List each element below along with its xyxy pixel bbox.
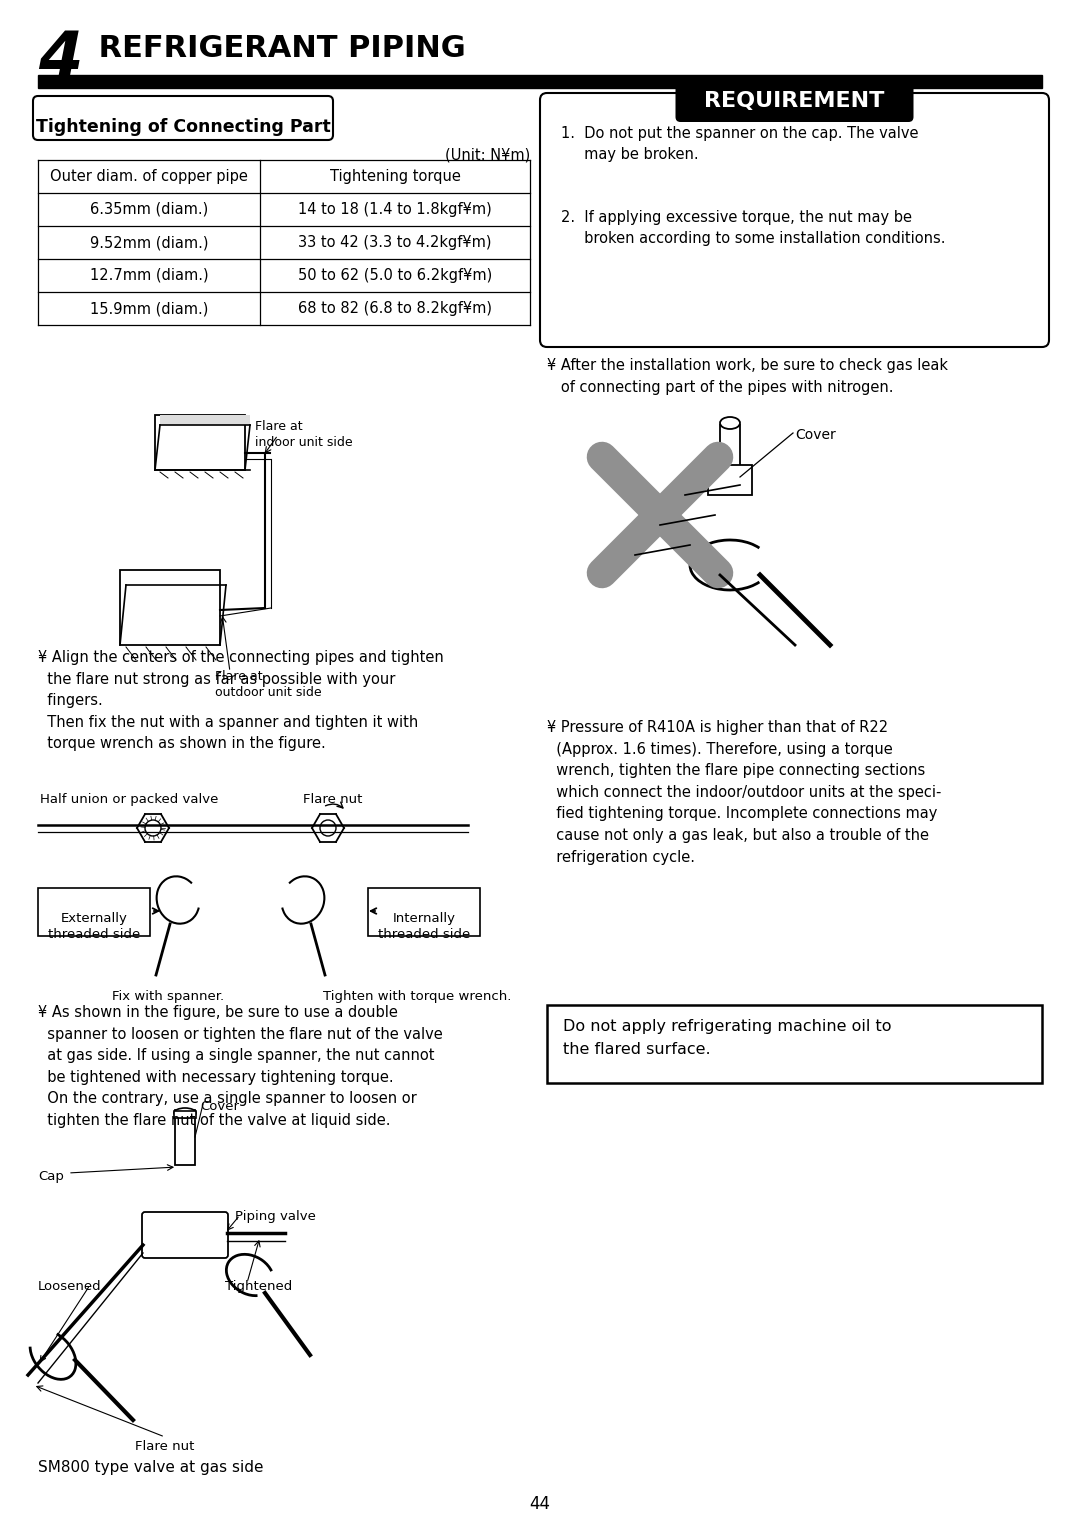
Text: 14 to 18 (1.4 to 1.8kgf¥m): 14 to 18 (1.4 to 1.8kgf¥m) — [298, 201, 491, 217]
Ellipse shape — [720, 416, 740, 429]
Bar — [38, 75, 1042, 88]
Text: Flare at
indoor unit side: Flare at indoor unit side — [255, 419, 353, 448]
Text: Piping valve: Piping valve — [235, 1209, 315, 1223]
Bar — [174, 1112, 195, 1118]
FancyBboxPatch shape — [33, 96, 333, 140]
Bar — [160, 415, 249, 425]
Text: 15.9mm (diam.): 15.9mm (diam.) — [90, 300, 208, 316]
Text: Externally
threaded side: Externally threaded side — [48, 912, 140, 941]
FancyBboxPatch shape — [675, 78, 914, 122]
Text: 12.7mm (diam.): 12.7mm (diam.) — [90, 268, 208, 284]
Bar — [708, 465, 752, 496]
Text: REFRIGERANT PIPING: REFRIGERANT PIPING — [87, 34, 465, 63]
Ellipse shape — [174, 1109, 195, 1118]
Text: SM800 type valve at gas side: SM800 type valve at gas side — [38, 1459, 264, 1475]
Text: Tighten with torque wrench.: Tighten with torque wrench. — [323, 990, 511, 1003]
Text: Tightened: Tightened — [225, 1279, 293, 1293]
Text: Cover: Cover — [200, 1100, 239, 1113]
FancyBboxPatch shape — [141, 1212, 228, 1258]
Text: 4: 4 — [38, 30, 82, 92]
Text: Loosened: Loosened — [38, 1279, 102, 1293]
Text: Fix with spanner.: Fix with spanner. — [112, 990, 224, 1003]
Text: 1.  Do not put the spanner on the cap. The valve
     may be broken.: 1. Do not put the spanner on the cap. Th… — [561, 127, 918, 162]
Bar — [120, 570, 220, 645]
Text: 44: 44 — [529, 1494, 551, 1513]
Text: Flare nut: Flare nut — [303, 793, 363, 807]
Text: 68 to 82 (6.8 to 8.2kgf¥m): 68 to 82 (6.8 to 8.2kgf¥m) — [298, 300, 492, 316]
Text: Cap: Cap — [38, 1170, 64, 1183]
Text: Outer diam. of copper pipe: Outer diam. of copper pipe — [50, 169, 248, 185]
Text: Tightening of Connecting Part: Tightening of Connecting Part — [36, 117, 330, 136]
Bar — [720, 425, 740, 470]
Text: REQUIREMENT: REQUIREMENT — [704, 92, 885, 111]
Text: 33 to 42 (3.3 to 4.2kgf¥m): 33 to 42 (3.3 to 4.2kgf¥m) — [298, 235, 491, 250]
Text: 9.52mm (diam.): 9.52mm (diam.) — [90, 235, 208, 250]
Text: Flare nut: Flare nut — [135, 1440, 194, 1453]
Bar — [175, 1110, 195, 1165]
Text: Do not apply refrigerating machine oil to
the flared surface.: Do not apply refrigerating machine oil t… — [563, 1019, 891, 1057]
Text: ¥ Align the centers of the connecting pipes and tighten
  the flare nut strong a: ¥ Align the centers of the connecting pi… — [38, 650, 444, 752]
Text: Half union or packed valve: Half union or packed valve — [40, 793, 218, 807]
Bar — [546, 1005, 1042, 1083]
Text: Internally
threaded side: Internally threaded side — [378, 912, 470, 941]
Text: ¥ As shown in the figure, be sure to use a double
  spanner to loosen or tighten: ¥ As shown in the figure, be sure to use… — [38, 1005, 443, 1128]
Text: Tightening torque: Tightening torque — [329, 169, 460, 185]
Text: (Unit: N¥m): (Unit: N¥m) — [445, 148, 530, 163]
Text: 6.35mm (diam.): 6.35mm (diam.) — [90, 201, 208, 217]
Bar — [368, 888, 480, 936]
Text: ¥ Pressure of R410A is higher than that of R22
  (Approx. 1.6 times). Therefore,: ¥ Pressure of R410A is higher than that … — [546, 720, 942, 865]
FancyBboxPatch shape — [540, 93, 1049, 348]
Text: 2.  If applying excessive torque, the nut may be
     broken according to some i: 2. If applying excessive torque, the nut… — [561, 210, 945, 246]
Text: Cover: Cover — [795, 429, 836, 442]
Text: Flare at
outdoor unit side: Flare at outdoor unit side — [215, 669, 322, 698]
Text: ¥ After the installation work, be sure to check gas leak
   of connecting part o: ¥ After the installation work, be sure t… — [546, 358, 948, 395]
Bar — [156, 415, 245, 470]
Text: 50 to 62 (5.0 to 6.2kgf¥m): 50 to 62 (5.0 to 6.2kgf¥m) — [298, 268, 492, 284]
Bar — [38, 888, 150, 936]
